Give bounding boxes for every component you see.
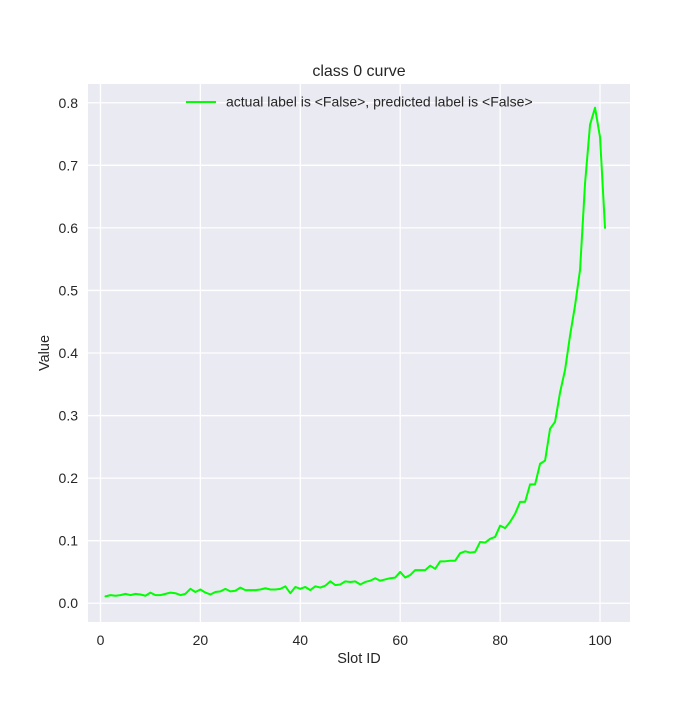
y-tick-label: 0.5 [59, 282, 79, 298]
x-tick-label: 80 [492, 632, 508, 648]
x-tick-label: 0 [97, 632, 105, 648]
x-axis-ticks: 0 20 40 60 80 100 [97, 632, 612, 648]
legend-entry-label: actual label is <False>, predicted label… [226, 94, 533, 110]
y-tick-label: 0.8 [59, 95, 79, 111]
y-tick-label: 0.2 [59, 470, 79, 486]
y-tick-label: 0.6 [59, 220, 79, 236]
y-axis-label: Value [37, 335, 53, 371]
y-axis-ticks: 0.0 0.1 0.2 0.3 0.4 0.5 0.6 0.7 0.8 [59, 95, 79, 611]
y-tick-label: 0.4 [59, 345, 79, 361]
series-line [104, 106, 607, 598]
x-tick-label: 40 [293, 632, 309, 648]
legend: actual label is <False>, predicted label… [186, 94, 533, 110]
chart-title: class 0 curve [312, 63, 405, 80]
x-tick-label: 60 [392, 632, 408, 648]
x-tick-label: 20 [193, 632, 209, 648]
y-tick-label: 0.3 [59, 408, 79, 424]
y-tick-label: 0.1 [59, 533, 79, 549]
x-tick-label: 100 [588, 632, 612, 648]
grid-lines [88, 84, 630, 622]
x-axis-label: Slot ID [337, 651, 381, 667]
y-tick-label: 0.7 [59, 157, 79, 173]
y-tick-label: 0.0 [59, 595, 79, 611]
series-lines [104, 106, 607, 598]
